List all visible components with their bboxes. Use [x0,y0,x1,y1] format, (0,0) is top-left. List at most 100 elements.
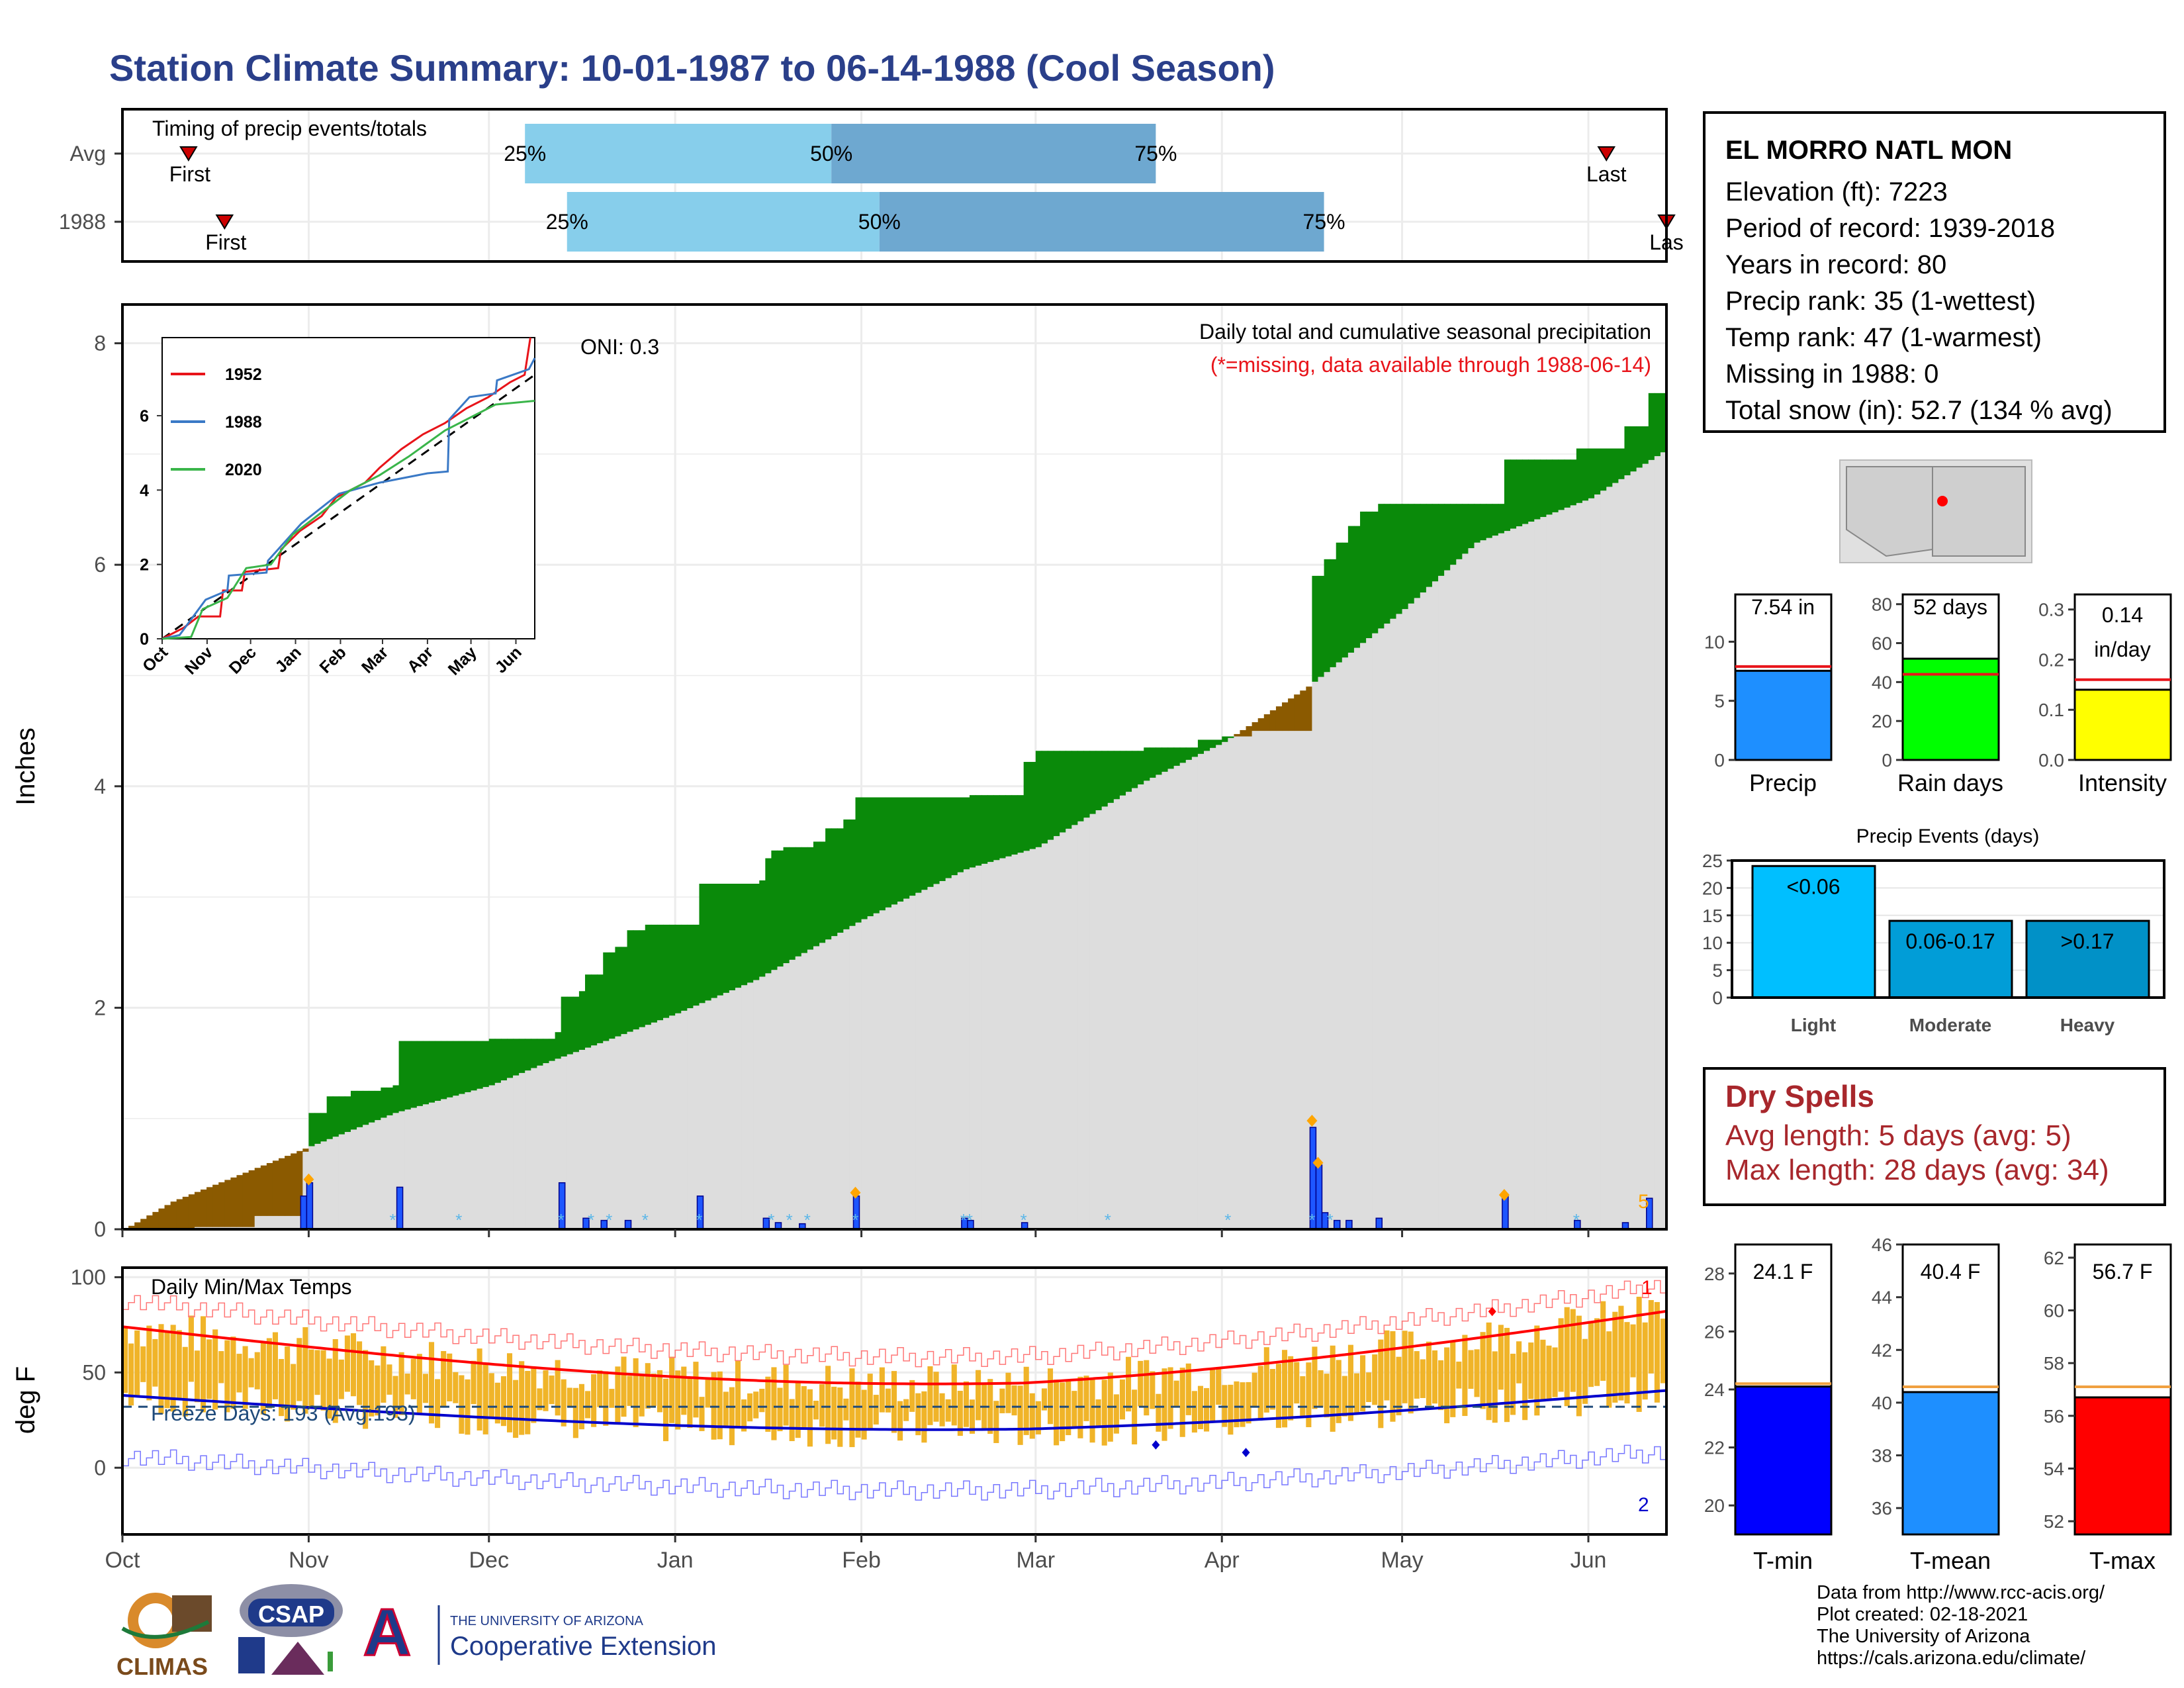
daily-temp-bar [1083,1376,1089,1421]
temp-summary-tick-label: 44 [1872,1288,1892,1308]
precip-surplus-area [1011,795,1019,855]
precip-surplus-area [482,1041,490,1088]
precip-area-base [1066,828,1072,1229]
daily-temp-bar [375,1365,381,1416]
missing-snow-marker: * [1327,1210,1334,1230]
precip-area-base [1275,731,1283,1229]
precip-surplus-area [1041,751,1048,844]
daily-temp-bar [1426,1341,1432,1406]
missing-snow-marker: * [606,1210,612,1230]
precip-area-base [681,1010,688,1229]
daily-temp-bar [1564,1307,1570,1407]
precip-area-base [615,1036,622,1229]
precip-deficit-area [1300,690,1306,731]
precip-area-base [350,1129,357,1229]
timing-p50-label: 50% [858,210,901,234]
daily-temp-bar [1606,1331,1612,1408]
precip-surplus-area [1378,504,1385,629]
station-precip-rank: Precip rank: 35 (1-wettest) [1725,287,2036,316]
precip-area-base [1624,475,1631,1229]
precip-deficit-area [230,1177,238,1227]
precip-surplus-area [1660,393,1667,453]
daily-temp-bar [639,1374,645,1417]
precip-area-base [1047,839,1054,1229]
precip-area-base [723,992,730,1229]
precip-area-base [561,1056,568,1229]
precip-area-base [494,1082,502,1229]
precip-ytick-label: 4 [94,774,106,798]
daily-temp-bar [669,1356,675,1423]
precip-area-base [537,1065,544,1229]
station-temp-rank: Temp rank: 47 (1-warmest) [1725,323,2042,352]
missing-snow-marker: * [642,1210,649,1230]
daily-temp-bar [561,1379,567,1427]
precip-caption: Daily total and cumulative seasonal prec… [1199,320,1651,344]
precip-area-base [302,1151,310,1229]
daily-temp-bar [1228,1384,1234,1435]
precip-area-base [1306,731,1313,1229]
precip-area-base [1636,467,1643,1229]
precip-area-base [1234,736,1241,1229]
precip-deficit-area [1269,710,1277,731]
temp-summary-tick-label: 60 [2044,1301,2064,1321]
daily-temp-bar [1390,1331,1396,1422]
daily-temp-bar [621,1356,627,1417]
credits: Data from http://www.rcc-acis.org/ Plot … [1817,1582,2105,1669]
daily-temp-bar [1095,1399,1101,1428]
precip-surplus-area [1101,751,1109,807]
temp-summary-value: 56.7 F [2093,1260,2153,1284]
precip-area-base [687,1008,694,1229]
month-tick-label: Jun [1570,1548,1607,1573]
precip-surplus-area [1588,448,1595,498]
precip-surplus-area [1600,448,1607,491]
precip-area-base [1167,769,1175,1229]
temp-summary-tick-label: 20 [1704,1495,1725,1516]
daily-temp-bar [537,1388,543,1411]
precip-area-base [1534,519,1541,1229]
precip-deficit-area [296,1150,303,1216]
precip-area-base [1588,498,1595,1229]
daily-temp-bar [1275,1364,1282,1429]
daily-temp-bar [1342,1376,1347,1417]
inset-ytick-label: 2 [140,556,149,575]
event-bar-value: <0.06 [1787,874,1841,898]
daily-temp-bar [506,1353,513,1432]
precip-area-base [1390,618,1397,1229]
precip-area-base [819,943,826,1229]
daily-temp-bar [543,1370,549,1411]
station-info-box: EL MORRO NATL MON Elevation (ft): 7223 P… [1703,111,2166,433]
precip-area-base [422,1104,430,1229]
precip-area-base [1396,614,1403,1229]
daily-temp-bar [128,1343,134,1406]
daily-temp-bar [783,1364,789,1426]
temp-summary-tick-label: 58 [2044,1353,2064,1374]
precip-surplus-area [1630,426,1637,472]
precip-surplus-area [375,1090,381,1121]
precip-area-base [1594,494,1601,1229]
daily-temp-bar [471,1360,477,1405]
precip-surplus-area [1558,459,1565,510]
precip-surplus-area [1546,459,1553,515]
daily-temp-bar [477,1348,482,1431]
svg-text:A: A [363,1599,411,1669]
missing-snow-marker: * [455,1210,462,1230]
temp-summary-bar [1901,1391,2000,1536]
precip-summary-label: Rain days [1897,769,2003,796]
precip-surplus-area [1612,448,1619,483]
precip-area-base [651,1022,658,1229]
precip-surplus-area [500,1039,508,1081]
daily-temp-bar [291,1364,296,1410]
temp-summary-tick-label: 56 [2044,1406,2064,1427]
precip-surplus-area [1486,504,1493,538]
precip-surplus-area [669,924,676,1016]
temp-summary-label: T-min [1753,1547,1813,1574]
precip-surplus-area [1113,751,1120,800]
daily-temp-bar [338,1359,344,1399]
precip-surplus-area [987,795,994,863]
inset-legend-label: 1988 [225,413,262,432]
daily-temp-bar [254,1352,260,1389]
daily-temp-bar [873,1395,879,1425]
precip-area-base [705,1000,712,1229]
precip-area-base [1150,777,1156,1229]
missing-snow-marker: * [852,1210,858,1230]
